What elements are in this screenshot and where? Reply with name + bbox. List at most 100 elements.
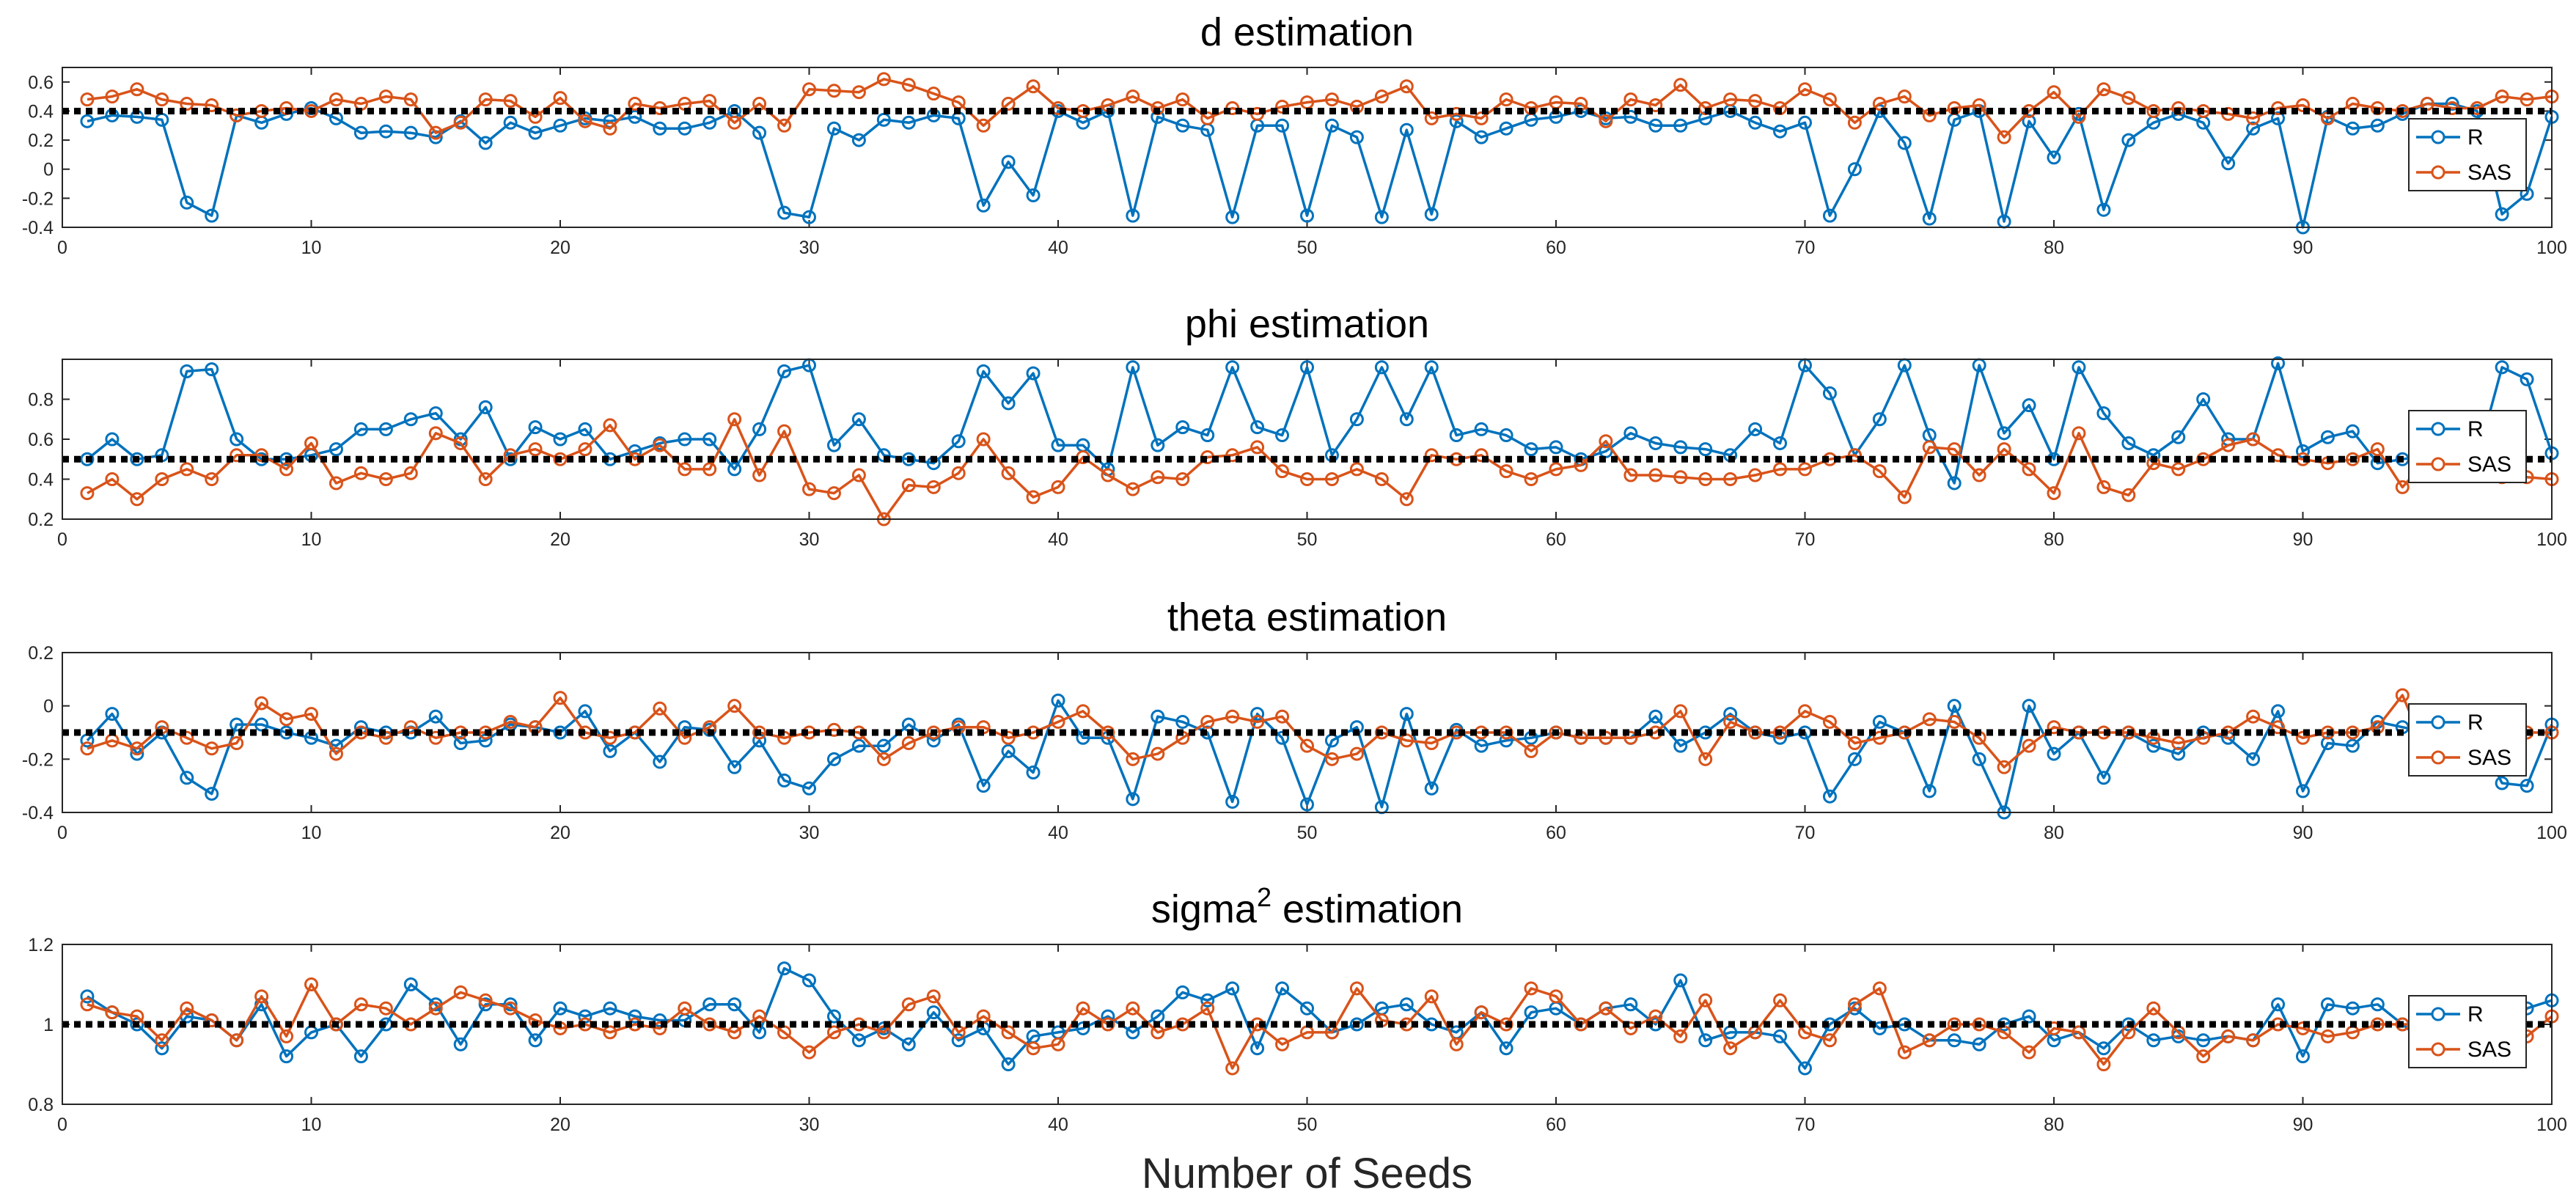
data-point-sas — [155, 472, 169, 486]
x-tick-label: 60 — [1546, 823, 1566, 843]
data-point-r — [1399, 122, 1414, 137]
data-point-sas — [329, 1017, 343, 1032]
data-point-sas — [205, 472, 219, 486]
data-point-sas — [1798, 462, 1812, 477]
data-point-r — [1773, 1029, 1788, 1043]
data-point-sas — [304, 707, 318, 722]
data-point-sas — [2296, 98, 2310, 113]
data-point-sas — [1549, 725, 1563, 740]
data-point-sas — [901, 736, 916, 751]
data-point-r — [553, 1001, 568, 1016]
data-point-sas — [1250, 714, 1265, 729]
data-point-sas — [678, 462, 692, 477]
data-point-r — [2196, 1033, 2211, 1048]
data-point-r — [1175, 118, 1190, 133]
data-point-sas — [1897, 89, 1912, 104]
data-point-r — [1225, 210, 1240, 224]
data-point-sas — [1374, 472, 1389, 486]
data-point-sas — [353, 725, 368, 740]
data-point-r — [1399, 707, 1414, 722]
data-point-sas — [1101, 1017, 1115, 1032]
data-point-sas — [130, 82, 144, 97]
legend: R SAS — [2408, 118, 2527, 191]
data-point-r — [1051, 693, 1065, 708]
data-point-sas — [1648, 1009, 1663, 1024]
legend-marker-sas — [2431, 1042, 2445, 1057]
data-point-sas — [353, 466, 368, 480]
data-point-r — [254, 717, 269, 732]
data-point-sas — [2196, 103, 2211, 118]
data-point-r — [2246, 752, 2261, 766]
x-tick-label: 90 — [2293, 238, 2313, 258]
data-point-r — [80, 452, 95, 466]
data-point-r — [1847, 1001, 1862, 1016]
data-point-r — [1499, 428, 1513, 443]
data-point-r — [1648, 709, 1663, 724]
data-point-sas — [2271, 448, 2286, 463]
data-point-r — [2196, 392, 2211, 406]
data-point-r — [1847, 752, 1862, 766]
data-point-sas — [2395, 480, 2410, 494]
data-point-r — [553, 118, 568, 133]
data-point-r — [1026, 188, 1041, 202]
data-point-r — [1723, 707, 1738, 722]
x-tick-label: 20 — [550, 238, 570, 258]
data-point-sas — [727, 115, 742, 130]
data-point-sas — [2221, 1029, 2236, 1043]
data-point-r — [230, 432, 244, 447]
data-point-r — [1175, 714, 1190, 729]
data-point-r — [353, 125, 368, 140]
data-point-r — [2047, 150, 2061, 165]
y-tick-label: 0.6 — [28, 73, 54, 93]
data-point-sas — [2296, 730, 2310, 745]
data-point-r — [2345, 738, 2360, 753]
data-point-r — [727, 997, 742, 1012]
data-point-r — [2221, 156, 2236, 171]
data-point-sas — [1872, 981, 1887, 996]
data-point-r — [2096, 406, 2111, 421]
data-point-r — [105, 707, 120, 722]
data-point-r — [1126, 792, 1140, 807]
data-point-r — [1773, 436, 1788, 450]
data-point-sas — [1275, 709, 1290, 724]
data-point-r — [1474, 422, 1489, 436]
data-point-r — [1324, 118, 1339, 133]
data-point-sas — [1349, 462, 1364, 477]
data-point-sas — [1947, 1017, 1962, 1032]
data-point-sas — [1076, 1001, 1090, 1016]
data-point-sas — [1922, 712, 1937, 727]
data-point-sas — [603, 418, 617, 433]
data-point-r — [1126, 360, 1140, 375]
data-point-sas — [1225, 1061, 1240, 1076]
data-point-sas — [1026, 79, 1041, 94]
data-point-sas — [2121, 488, 2136, 502]
data-point-r — [428, 406, 443, 421]
data-point-r — [478, 997, 493, 1012]
data-point-sas — [2520, 92, 2534, 107]
data-point-r — [353, 1049, 368, 1064]
data-point-sas — [2096, 1057, 2111, 1071]
x-tick-label: 80 — [2044, 823, 2064, 843]
data-point-r — [2246, 121, 2261, 136]
data-point-sas — [926, 725, 941, 740]
data-point-r — [180, 364, 194, 378]
data-point-r — [1399, 412, 1414, 427]
data-point-r — [279, 1049, 294, 1064]
data-point-sas — [403, 466, 418, 480]
data-point-sas — [1424, 448, 1439, 463]
data-point-r — [1349, 412, 1364, 427]
data-point-r — [1872, 714, 1887, 729]
data-point-r — [802, 781, 816, 796]
data-point-r — [752, 422, 767, 436]
data-point-r — [378, 422, 393, 436]
axes-box — [62, 359, 2553, 520]
data-point-r — [2320, 997, 2335, 1012]
x-tick-label: 40 — [1048, 238, 1068, 258]
legend-marker-sas — [2431, 750, 2445, 765]
data-point-sas — [2370, 442, 2385, 457]
data-point-sas — [155, 1033, 169, 1048]
data-point-sas — [1300, 738, 1314, 753]
data-point-sas — [2096, 480, 2111, 494]
data-point-r — [1947, 476, 1962, 491]
